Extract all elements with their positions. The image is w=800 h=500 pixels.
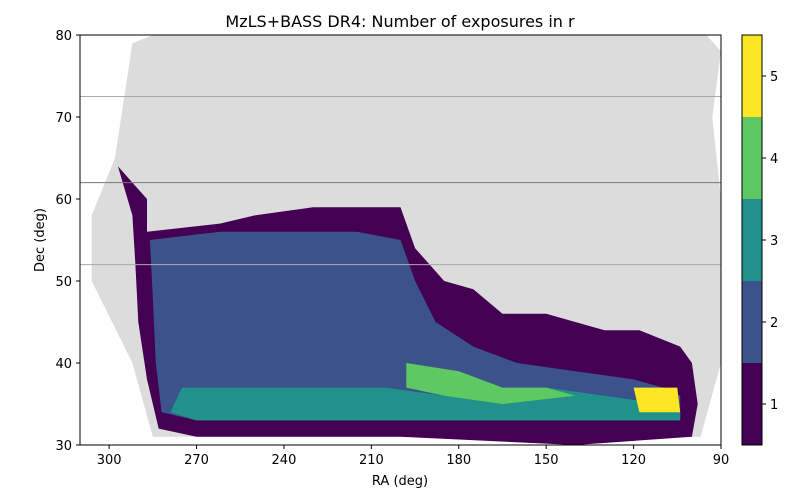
y-tick-label: 30 [55, 439, 72, 454]
x-tick-label: 210 [359, 453, 384, 468]
x-tick-label: 270 [184, 453, 209, 468]
reference-lines [80, 96, 721, 266]
x-axis-ticks: 300 270 240 210 180 150 120 90 [97, 445, 730, 468]
colorbar-tick-label: 5 [770, 70, 778, 85]
y-tick-label: 40 [55, 357, 72, 372]
y-tick-label: 70 [55, 111, 72, 126]
x-tick-label: 90 [713, 453, 730, 468]
colorbar-tick-label: 1 [770, 398, 778, 413]
colorbar-tick-label: 3 [770, 234, 778, 249]
y-tick-label: 50 [55, 275, 72, 290]
y-tick-label: 60 [55, 193, 72, 208]
colorbar-tick-label: 4 [770, 152, 778, 167]
colorbar: 1 2 3 4 5 [741, 34, 778, 446]
plot-area [80, 35, 721, 445]
region-exposures-4 [406, 363, 576, 404]
colorbar-segment [742, 117, 762, 199]
x-tick-label: 240 [272, 453, 297, 468]
colorbar-segment [742, 199, 762, 281]
colorbar-frame [741, 34, 763, 446]
colorbar-segment [742, 363, 762, 445]
data-regions [91, 35, 721, 445]
x-tick-label: 180 [446, 453, 471, 468]
x-axis-label: RA (deg) [372, 474, 428, 489]
chart-title: MzLS+BASS DR4: Number of exposures in r [225, 12, 575, 31]
y-axis-label: Dec (deg) [33, 208, 48, 272]
x-tick-label: 300 [97, 453, 122, 468]
colorbar-tick-label: 2 [770, 316, 778, 331]
plot-frame [79, 34, 722, 446]
x-tick-label: 150 [534, 453, 559, 468]
y-tick-label: 80 [55, 29, 72, 44]
colorbar-segment [742, 281, 762, 363]
colorbar-segment [742, 35, 762, 117]
region-exposures-5 [633, 387, 681, 413]
x-tick-label: 120 [621, 453, 646, 468]
region-exposures-2 [149, 231, 681, 421]
y-axis-ticks: 30 40 50 60 70 80 [55, 29, 80, 454]
